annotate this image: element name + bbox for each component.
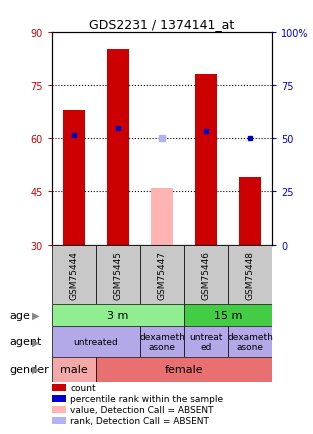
Bar — [195, 75, 217, 245]
Bar — [140, 245, 184, 304]
Text: male: male — [60, 365, 88, 374]
Bar — [52, 326, 140, 357]
Bar — [228, 326, 272, 357]
Bar — [140, 326, 184, 357]
Bar — [151, 188, 173, 245]
Bar — [52, 304, 184, 326]
Text: 3 m: 3 m — [107, 310, 129, 320]
Text: GSM75448: GSM75448 — [246, 250, 255, 299]
Title: GDS2231 / 1374141_at: GDS2231 / 1374141_at — [89, 18, 235, 31]
Text: dexameth
asone: dexameth asone — [139, 332, 185, 351]
Bar — [184, 304, 272, 326]
Bar — [107, 50, 129, 245]
Text: rank, Detection Call = ABSENT: rank, Detection Call = ABSENT — [70, 417, 209, 425]
Text: ▶: ▶ — [32, 337, 40, 346]
Text: GSM75446: GSM75446 — [202, 250, 211, 299]
Text: GSM75447: GSM75447 — [157, 250, 167, 299]
Text: percentile rank within the sample: percentile rank within the sample — [70, 394, 223, 403]
Text: GSM75444: GSM75444 — [69, 250, 78, 299]
Text: agent: agent — [9, 337, 42, 346]
Bar — [52, 245, 96, 304]
Text: ▶: ▶ — [32, 310, 40, 320]
Text: 15 m: 15 m — [214, 310, 242, 320]
Text: value, Detection Call = ABSENT: value, Detection Call = ABSENT — [70, 405, 214, 414]
Bar — [228, 245, 272, 304]
Text: count: count — [70, 383, 96, 391]
Bar — [184, 326, 228, 357]
Text: GSM75445: GSM75445 — [113, 250, 122, 299]
Text: age: age — [9, 310, 30, 320]
Bar — [96, 245, 140, 304]
Text: female: female — [165, 365, 203, 374]
Bar — [52, 357, 96, 382]
Text: gender: gender — [9, 365, 49, 374]
Text: ▶: ▶ — [32, 365, 40, 374]
Bar — [184, 245, 228, 304]
Text: untreated: untreated — [74, 337, 118, 346]
Text: dexameth
asone: dexameth asone — [227, 332, 273, 351]
Text: untreat
ed: untreat ed — [189, 332, 223, 351]
Bar — [239, 178, 261, 245]
Bar — [63, 111, 85, 245]
Bar — [96, 357, 272, 382]
